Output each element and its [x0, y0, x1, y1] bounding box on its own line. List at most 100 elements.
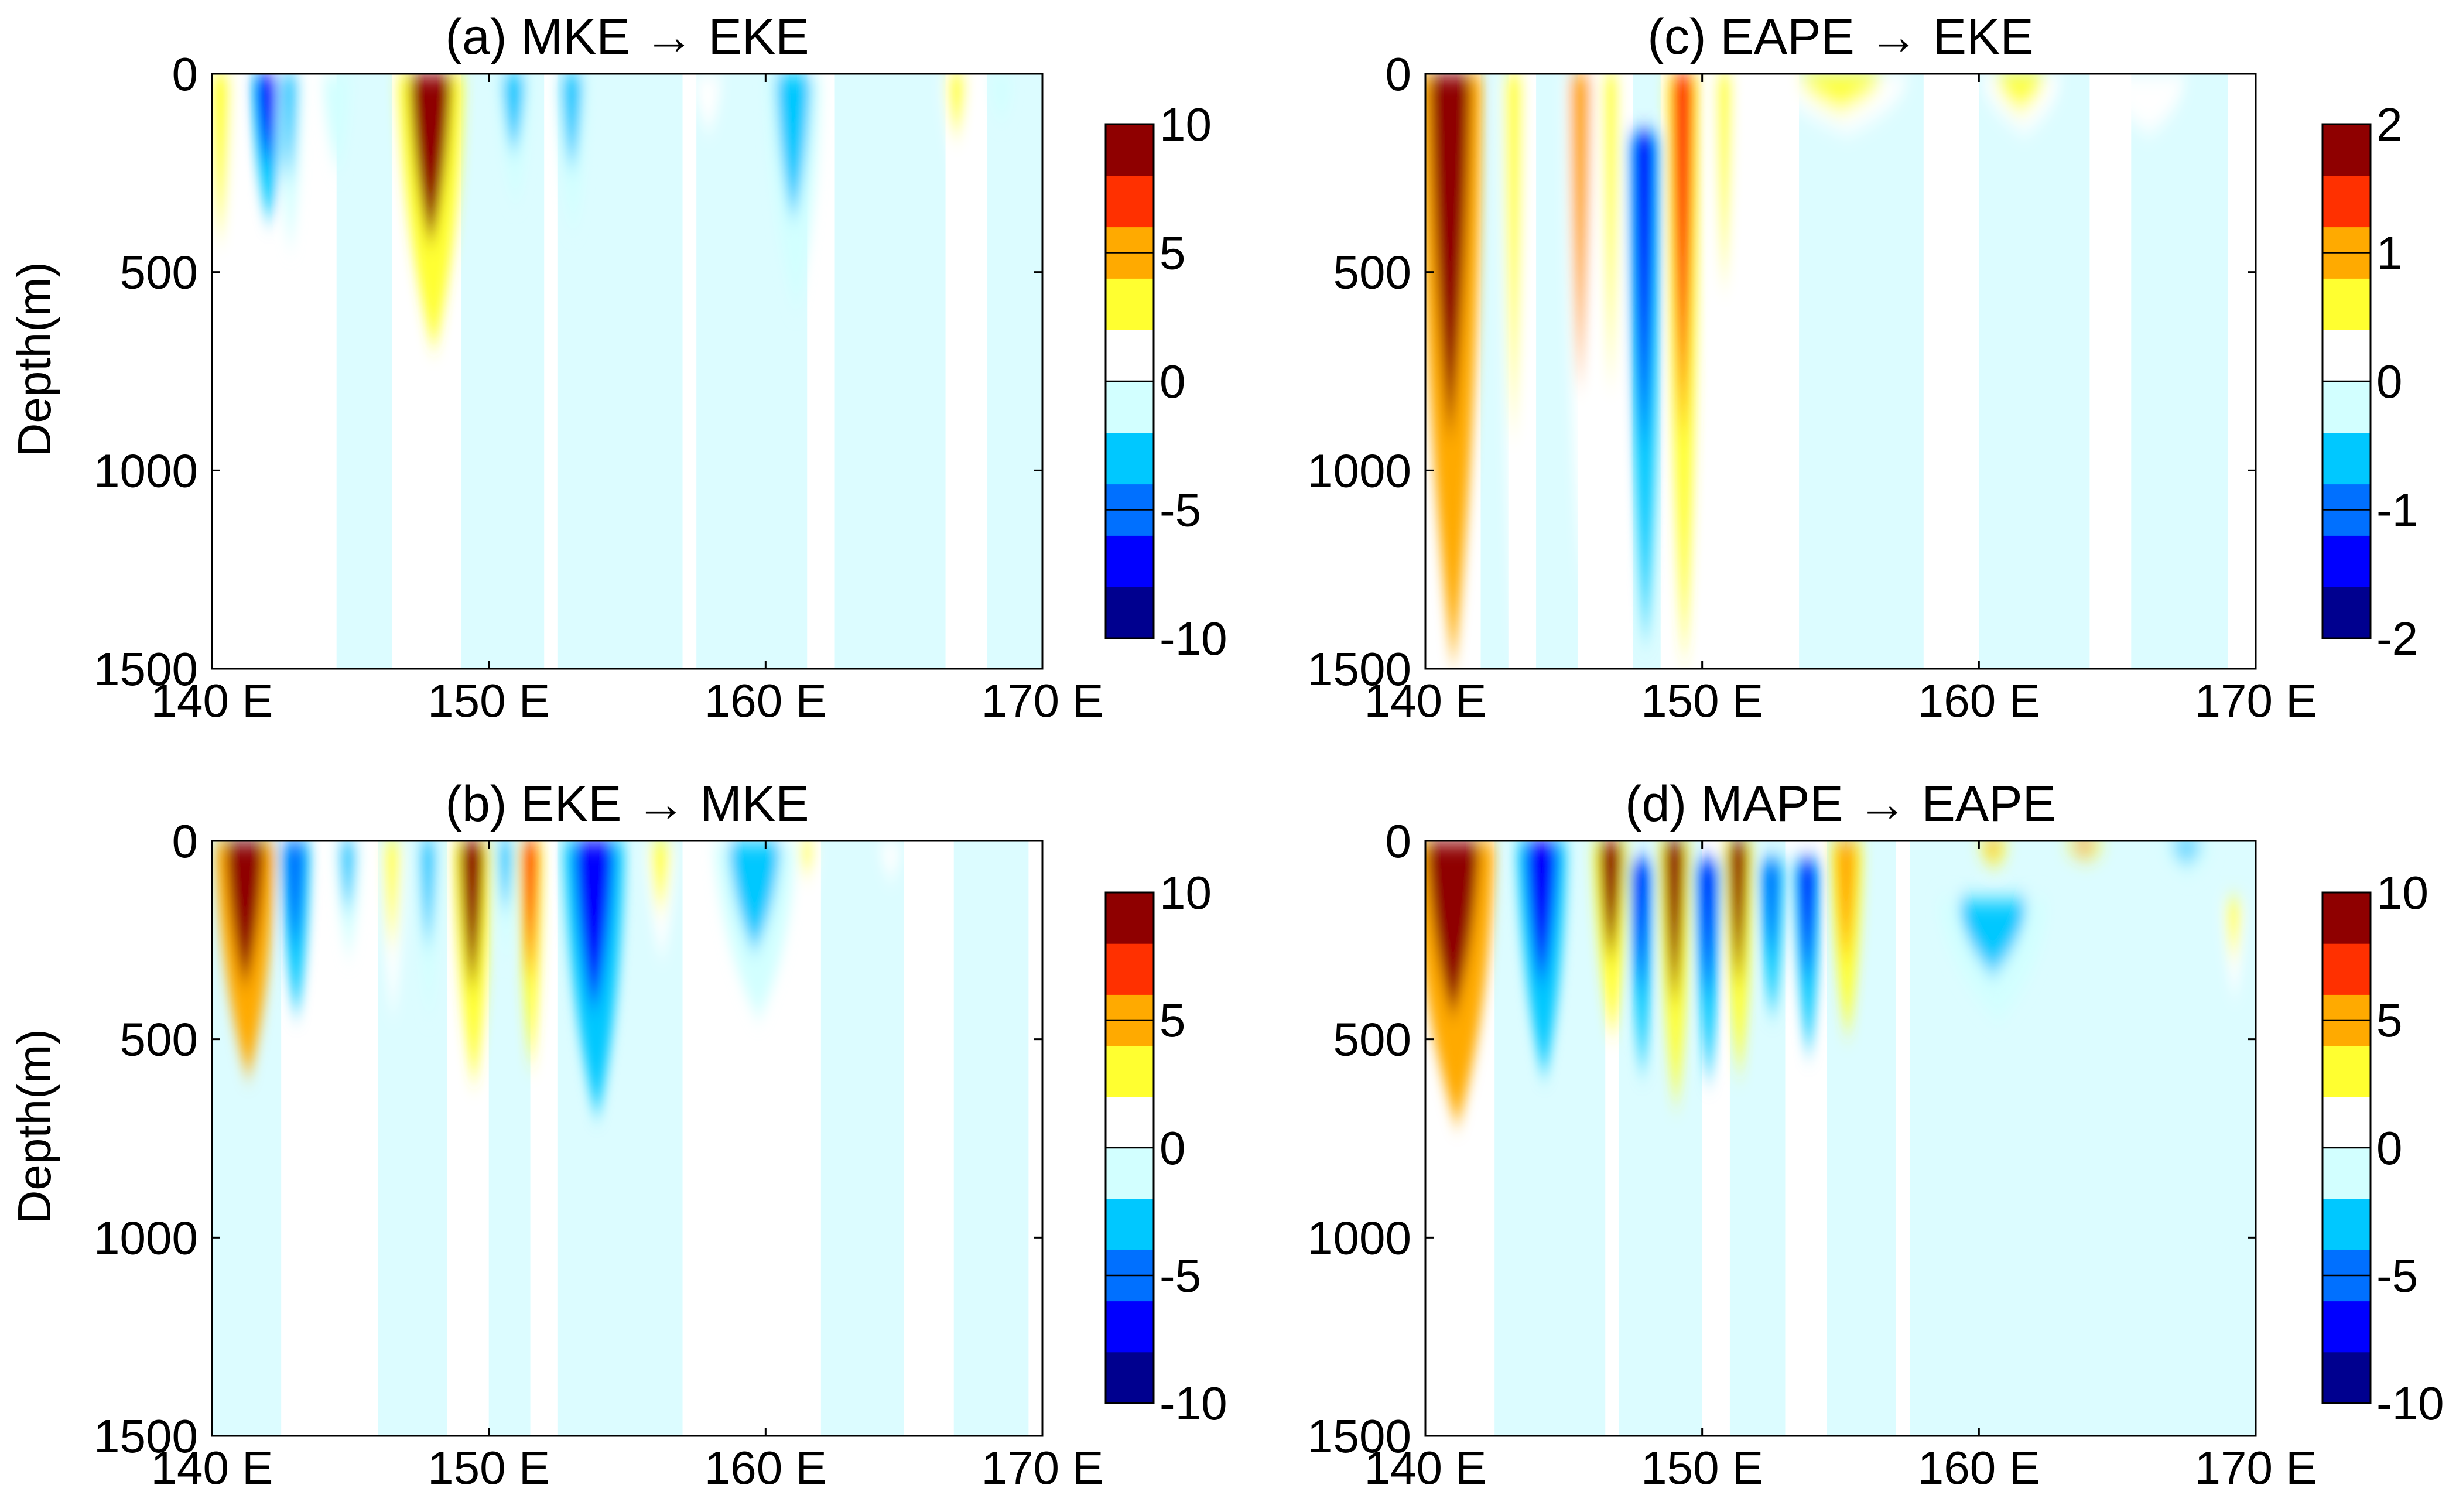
heatmap-core-14 — [2226, 900, 2241, 962]
heatmap-core-9 — [1835, 841, 1857, 964]
colorbar-tick-label: 0 — [2376, 1122, 2403, 1174]
field-stripe-1 — [461, 74, 545, 669]
heatmap-core-12 — [2070, 841, 2099, 851]
field-stripe-5 — [2131, 74, 2228, 669]
colorbar-bin — [1106, 432, 1154, 485]
heatmap-core-9 — [1993, 74, 2047, 111]
heatmap-core-8 — [698, 74, 717, 111]
background-field — [1480, 74, 2228, 669]
heatmap-core-5 — [460, 841, 485, 994]
colorbar-tick-label: 5 — [1159, 227, 1186, 279]
heatmap-core-6 — [561, 74, 583, 172]
colorbar-bin — [1106, 535, 1154, 587]
colorbar: 10 5 0 -5 -10 — [1104, 867, 1227, 1429]
heatmap-core-8 — [1798, 860, 1817, 984]
x-tick-label: 140 E — [151, 1442, 273, 1494]
colorbar-tick-label: 1 — [2376, 227, 2403, 279]
heatmap-core-4 — [409, 74, 452, 246]
heatmap-core-0 — [1429, 74, 1471, 443]
x-tick-label: 160 E — [1918, 1442, 2040, 1494]
heatmap-core-5 — [502, 74, 525, 155]
x-tick-label: 160 E — [704, 1442, 827, 1494]
heatmap-core-1 — [285, 841, 305, 952]
heatmap-core-0 — [1426, 841, 1480, 1018]
x-tick-label: 160 E — [1918, 675, 2040, 727]
colorbar-tick-label: 5 — [1159, 994, 1186, 1046]
colorbar-bin — [2323, 381, 2371, 433]
colorbar-bin — [2323, 1352, 2371, 1404]
x-tick-label: 140 E — [151, 675, 273, 727]
heatmap-core-8 — [1796, 74, 1885, 111]
colorbar-bin — [1106, 587, 1154, 639]
colorbar-bin — [2323, 535, 2371, 587]
colorbar-bin — [1106, 1045, 1154, 1097]
heatmap-core-4 — [1633, 133, 1655, 453]
chart-title: (c) EAPE → EKE — [1647, 9, 2034, 65]
colorbar-tick-label: -10 — [2376, 1377, 2444, 1429]
heatmap-core-2 — [1599, 841, 1623, 964]
y-axis-label: Depth(m) — [8, 262, 60, 457]
colorbar-bin — [1106, 1352, 1154, 1404]
axes-frame — [211, 73, 1044, 670]
heatmap-core-1 — [256, 74, 278, 167]
y-tick-label: 1000 — [94, 1212, 198, 1264]
heatmap-core-3 — [1633, 860, 1650, 996]
x-tick-label: 170 E — [981, 1442, 1103, 1494]
chart-title: (a) MKE → EKE — [445, 9, 809, 65]
colorbar-bin — [1106, 1199, 1154, 1250]
colorbar-bin — [2323, 892, 2371, 944]
heatmap-cells — [1425, 74, 2187, 669]
heatmap-core-6 — [1728, 841, 1748, 988]
field-stripe-5 — [953, 841, 1029, 1436]
heatmap-core-2 — [1569, 74, 1591, 394]
colorbar-tick-label: -5 — [2376, 1250, 2418, 1302]
colorbar-tick-label: 5 — [2376, 994, 2403, 1046]
y-tick-label: 0 — [172, 48, 199, 100]
y-tick-label: 0 — [172, 815, 199, 867]
y-tick-label: 1000 — [94, 444, 198, 497]
panel-b: (b) EKE → MKE 140 E 150 E 160 E 170 E 0 500 100… — [8, 776, 1227, 1494]
axes-frame — [211, 840, 1044, 1437]
colorbar-bin — [2323, 175, 2371, 228]
chart-title: (b) EKE → MKE — [445, 776, 809, 832]
colorbar-tick-label: 10 — [2376, 867, 2429, 919]
colorbar-tick-label: 2 — [2376, 98, 2403, 150]
heatmap-core-5 — [1698, 860, 1717, 1001]
heatmap-core-2 — [281, 74, 297, 184]
x-tick-label: 140 E — [1364, 675, 1486, 727]
colorbar-bin — [1106, 278, 1154, 330]
x-tick-label: 150 E — [427, 1442, 550, 1494]
colorbar-bin — [2323, 432, 2371, 485]
colorbar-bin — [1106, 1096, 1154, 1148]
heatmap-core-9 — [946, 74, 967, 141]
colorbar-tick-label: 0 — [2376, 355, 2403, 408]
heatmap-core-7 — [775, 74, 811, 221]
heatmap-core-1 — [1505, 74, 1523, 443]
x-tick-label: 150 E — [427, 675, 550, 727]
colorbar-bin — [1106, 943, 1154, 995]
colorbar-tick-label: -10 — [1159, 1377, 1227, 1429]
heatmap-core-7 — [1762, 74, 1780, 246]
colorbar-tick-label: -1 — [2376, 484, 2418, 536]
y-tick-label: 0 — [1386, 48, 1412, 100]
heatmap-core-9 — [651, 841, 671, 915]
axes-frame — [1424, 840, 2257, 1437]
axes-frame — [1424, 73, 2257, 670]
y-axis-label: Depth(m) — [8, 1029, 60, 1224]
colorbar-bin — [1106, 892, 1154, 944]
heatmap-core-11 — [1982, 841, 2004, 856]
field-stripe-4 — [1979, 74, 2090, 669]
background-field — [336, 74, 1042, 669]
colorbar-bin — [2323, 1199, 2371, 1250]
heatmap-cells — [212, 74, 1013, 352]
panel-d: (d) MAPE → EAPE 140 E 150 E 160 E 170 E 0 500 1… — [1307, 776, 2444, 1494]
x-tick-label: 170 E — [2194, 675, 2317, 727]
y-tick-label: 500 — [120, 1014, 198, 1066]
field-stripe-4 — [834, 74, 946, 669]
colorbar: 2 1 0 -1 -2 — [2321, 98, 2418, 665]
colorbar-bin — [1106, 330, 1154, 382]
heatmap-core-10 — [993, 74, 1008, 104]
